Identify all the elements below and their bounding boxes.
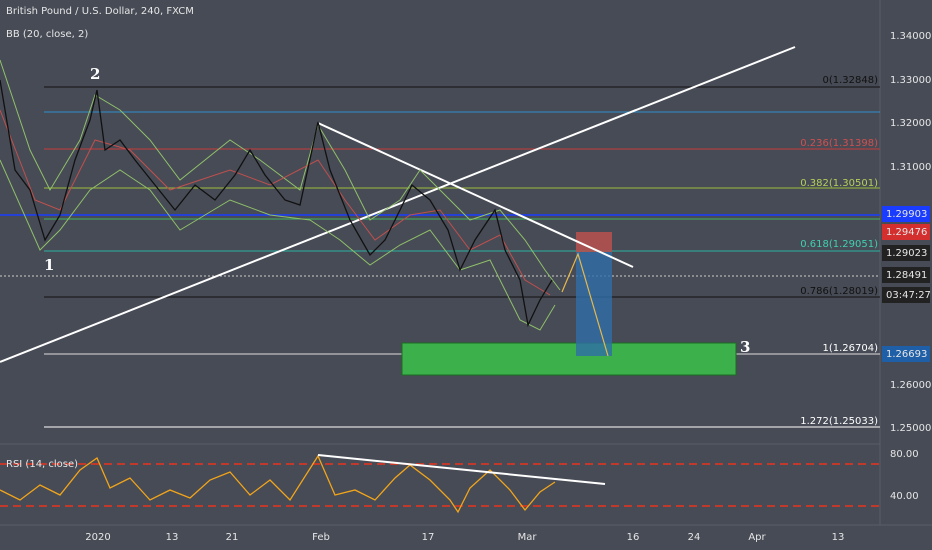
price-box-label: 1.29023 — [886, 248, 927, 259]
price-tick-label: 1.25000 — [890, 423, 931, 434]
wave-label: 3 — [740, 338, 750, 356]
bollinger-band — [0, 159, 556, 331]
price-box — [882, 224, 930, 240]
fib-label: 0.236(1.31398) — [800, 138, 878, 149]
rsi-label: RSI (14, close) — [6, 459, 78, 470]
rsi-tick-label: 40.00 — [890, 491, 919, 502]
date-tick-label: Apr — [748, 532, 766, 543]
wave-label: 1 — [44, 256, 54, 274]
price-tick-label: 1.34000 — [890, 31, 931, 42]
moving-average — [0, 109, 551, 296]
trendline — [317, 122, 634, 268]
rsi-tick-label: 80.00 — [890, 449, 919, 460]
price-tick-label: 1.32000 — [890, 118, 931, 129]
price — [0, 79, 553, 328]
rsi-line — [0, 454, 556, 514]
rsi-trendline — [317, 454, 606, 485]
projection — [561, 252, 609, 357]
date-tick-label: Feb — [312, 532, 330, 543]
fib-label: 0.618(1.29051) — [800, 239, 878, 250]
price-box-label: 03:47:27 — [886, 290, 931, 301]
price-box — [882, 206, 930, 222]
price-box-label: 1.29476 — [886, 227, 927, 238]
date-tick-label: 16 — [627, 532, 640, 543]
date-tick-label: 17 — [422, 532, 435, 543]
price-box-label: 1.29903 — [886, 209, 927, 220]
wave-label: 2 — [90, 65, 100, 83]
fib-label: 0.786(1.28019) — [800, 286, 878, 297]
indicator: BB (20, close, 2) — [6, 29, 88, 40]
price-box — [882, 267, 930, 283]
price-box-label: 1.28491 — [886, 270, 927, 281]
title: British Pound / U.S. Dollar, 240, FXCM — [6, 6, 194, 17]
fib-label: 1(1.26704) — [822, 343, 878, 354]
fib-lines — [44, 86, 880, 428]
trendline — [0, 46, 796, 363]
fib-label: 0.382(1.30501) — [800, 178, 878, 189]
bollinger-band — [0, 59, 561, 291]
fib-label: 1.272(1.25033) — [800, 416, 878, 427]
price-tick-label: 1.26000 — [890, 380, 931, 391]
date-tick-label: 2020 — [85, 532, 110, 543]
date-tick-label: 13 — [166, 532, 179, 543]
date-tick-label: 13 — [832, 532, 845, 543]
date-tick-label: 21 — [226, 532, 239, 543]
date-tick-label: Mar — [518, 532, 538, 543]
target-zone — [401, 342, 737, 376]
price-box — [882, 287, 930, 303]
price-box — [882, 346, 930, 362]
stop-zone — [576, 232, 612, 252]
price-tick-label: 1.31000 — [890, 162, 931, 173]
date-tick-label: 24 — [688, 532, 701, 543]
fib-label: 0(1.32848) — [822, 75, 878, 86]
price-box-label: 1.26693 — [886, 349, 927, 360]
price-box — [882, 245, 930, 261]
price-tick-label: 1.33000 — [890, 75, 931, 86]
